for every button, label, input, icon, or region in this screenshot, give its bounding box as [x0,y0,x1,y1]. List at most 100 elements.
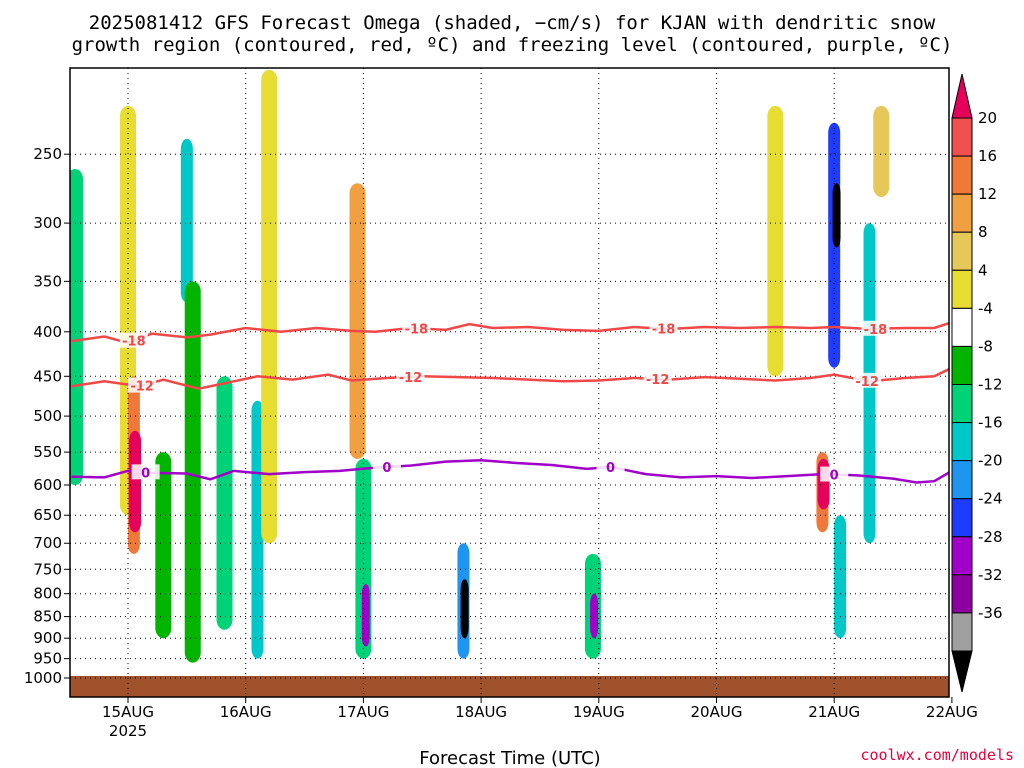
contour-label: 0 [141,466,150,481]
colorbar-swatch [951,536,973,576]
contour-label-bg [853,372,882,388]
y-tick-label: 800 [33,585,62,603]
omega-cell [216,376,233,630]
x-axis-time: 15AUG 16AUG 17AUG 18AUG 19AUG 20AUG 21AUG 22AUG… [102,697,978,740]
x-tick-label: 15AUG [102,703,154,721]
contour-label-bg [396,368,425,384]
contour-label: -18 [652,323,676,338]
ground-surface [70,676,949,697]
contour-lines: -18 -18 -18 -18 -12 -12 -12 -12 0 0 0 0 [71,320,949,484]
y-tick-label: 300 [33,214,62,232]
colorbar-bottom-arrow [951,650,973,693]
y-tick-label: 900 [33,629,62,647]
colorbar-swatch [951,307,973,347]
colorbar-label: -20 [978,452,1003,470]
omega-cell [129,430,142,533]
colorbar-swatch [951,574,973,614]
x-tick-label: 21AUG [808,703,860,721]
omega-cell [261,69,278,544]
colorbar-label: -32 [978,566,1003,584]
contour--12 [71,367,949,390]
y-tick-label: 950 [33,650,62,668]
y-tick-label: 650 [33,506,62,524]
colorbar-swatch [951,612,973,652]
colorbar-swatch [951,269,973,309]
omega-cell [180,138,193,303]
y-tick-label: 450 [33,367,62,385]
y-tick-label: 500 [33,407,62,425]
colorbar-swatch [951,345,973,385]
y-tick-label: 350 [33,272,62,290]
contour-label-bg [643,371,672,387]
omega-cell [155,452,172,639]
chart-title-line-2: growth region (contoured, red, ºC) and f… [72,34,953,56]
contour-label-bg [649,320,678,336]
colorbar-label: 8 [978,223,988,241]
y-tick-label: 550 [33,443,62,461]
contour-label-bg [402,320,431,336]
contour--18 [71,321,949,345]
contour-label: -12 [399,371,423,386]
colorbar-label: 12 [978,185,997,203]
contour-label: -18 [405,322,429,337]
colorbar-label: 20 [978,109,997,127]
contour-label-bg [128,377,157,393]
contour-label-bg [596,458,625,474]
x-tick-label: 16AUG [220,703,272,721]
contour-label: -18 [864,323,888,338]
credit-text: coolwx.com/models [860,746,1014,764]
x-tick-label: 18AUG [455,703,507,721]
omega-cell [817,458,830,510]
omega-cell [460,579,469,639]
x-tick-label: 17AUG [337,703,389,721]
omega-shading [70,69,890,663]
contour-label: -18 [122,335,146,350]
colorbar-swatch [951,231,973,271]
omega-cell [767,105,784,377]
omega-cell [349,183,366,459]
colorbar-label: -24 [978,490,1003,508]
y-tick-label: 700 [33,534,62,552]
contour-label-bg [119,332,148,348]
colorbar-label: -8 [978,337,993,355]
y-axis-pressure: 250 300 350 400 450 500 550 600 650 700 750 800 850 9… [24,145,70,687]
omega-cell [590,593,599,639]
colorbar-legend: 20 16 12 8 4 -4 -8 -12 -16 -20 -24 -28 -32 -36 [951,73,1003,693]
y-tick-label: 400 [33,323,62,341]
x-axis-label: Forecast Time (UTC) [419,748,600,768]
omega-cell [184,281,201,663]
plot-frame [69,67,950,698]
omega-cell [873,105,890,198]
contour-label: -12 [130,380,154,395]
colorbar-label: 16 [978,147,997,165]
chart-title-line-1: 2025081412 GFS Forecast Omega (shaded, −… [89,12,936,34]
y-tick-label: 250 [33,145,62,163]
contour-label-bg [820,466,849,482]
contour-label: -12 [646,373,670,388]
colorbar-swatch [951,498,973,538]
omega-cell [361,584,370,647]
y-tick-label: 850 [33,608,62,626]
contour-label-bg [861,320,890,336]
colorbar-label: -4 [978,299,993,317]
x-tick-label: 19AUG [573,703,625,721]
y-tick-label: 600 [33,476,62,494]
contour-label: 0 [382,461,391,476]
contour-label: -12 [855,375,879,390]
omega-cell [832,183,841,248]
contour-label: 0 [830,469,839,484]
colorbar-label: -16 [978,414,1003,432]
y-tick-label: 1000 [24,669,62,687]
colorbar-swatch [951,384,973,424]
colorbar-label: -12 [978,376,1003,394]
contour-label: 0 [606,461,615,476]
omega-cell [70,169,84,485]
colorbar-label: -36 [978,604,1003,622]
contour-label-bg [131,464,160,480]
contour-label-bg [372,458,401,474]
colorbar-swatch [951,193,973,233]
colorbar-label: -28 [978,528,1003,546]
x-tick-label: 22AUG [926,703,978,721]
x-tick-label: 20AUG [691,703,743,721]
